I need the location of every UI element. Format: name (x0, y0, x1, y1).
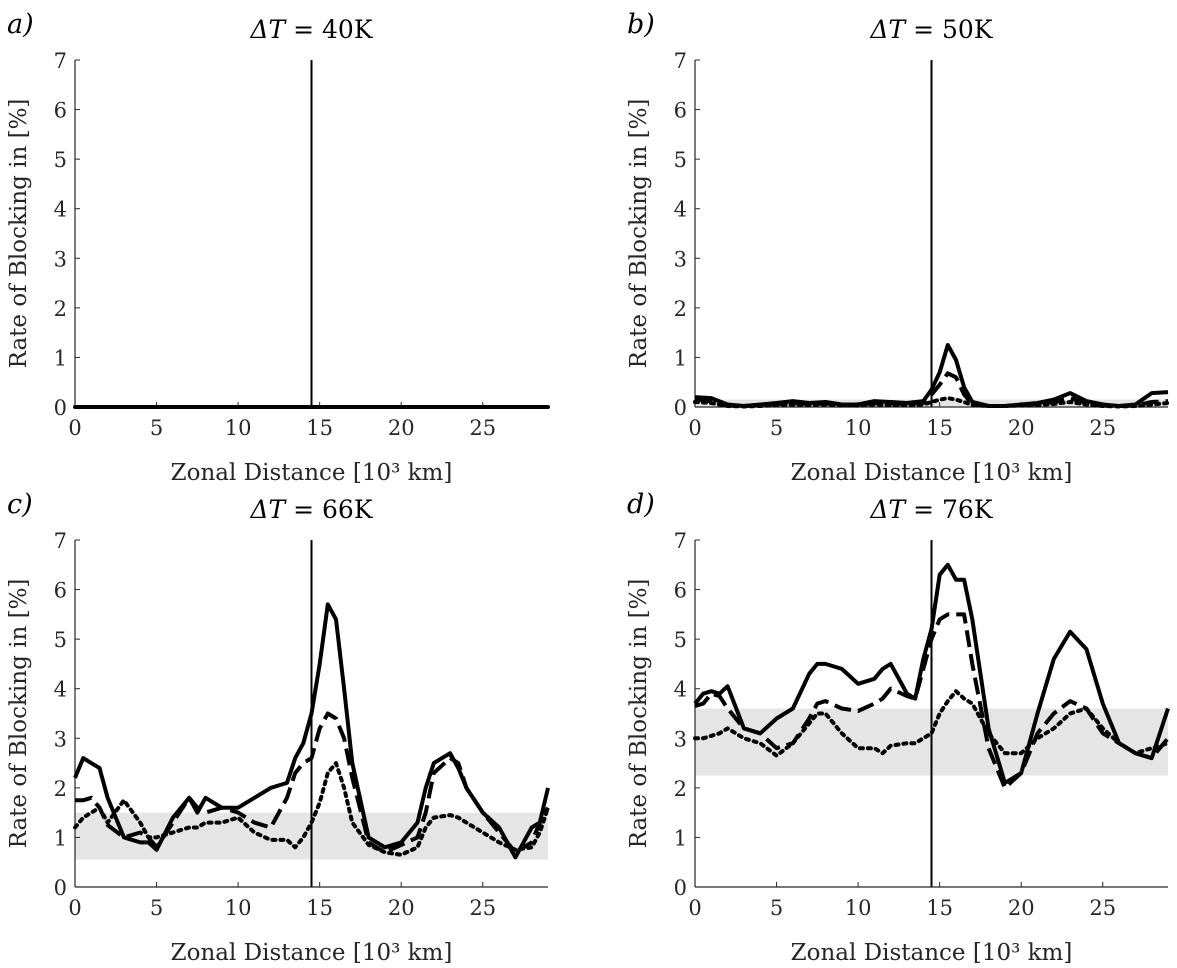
title-equals: = (905, 495, 942, 524)
x-tick-label: 20 (388, 896, 415, 920)
title-value: 76K (942, 495, 994, 524)
y-axis-label: Rate of Blocking in [%] (626, 99, 652, 369)
x-tick-label: 0 (688, 416, 701, 440)
y-tick-label: 1 (54, 826, 67, 850)
y-tick-label: 4 (674, 198, 687, 222)
panel-label: c) (7, 489, 33, 520)
title-variable: ΔT (869, 15, 907, 44)
y-tick-label: 1 (674, 826, 687, 850)
y-tick-label: 3 (54, 727, 67, 751)
x-tick-label: 15 (306, 896, 333, 920)
x-tick-label: 15 (926, 896, 953, 920)
y-tick-label: 1 (54, 346, 67, 370)
y-tick-label: 2 (54, 777, 67, 801)
y-tick-label: 5 (674, 628, 687, 652)
title-value: 66K (322, 495, 374, 524)
x-tick-label: 5 (150, 896, 163, 920)
x-tick-label: 15 (306, 416, 333, 440)
y-tick-label: 6 (674, 99, 687, 123)
chart-title: ΔT = 66K (249, 495, 373, 524)
x-tick-label: 25 (1089, 896, 1116, 920)
y-tick-label: 7 (674, 49, 687, 73)
y-tick-label: 1 (674, 346, 687, 370)
title-equals: = (285, 495, 322, 524)
y-tick-label: 3 (674, 247, 687, 271)
chart-panel-b: 0 1 2 3 4 5 6 7 0 5 10 15 20 25 b) ΔT = 50K Zonal Distan… (626, 9, 1170, 486)
title-equals: = (905, 15, 942, 44)
y-tick-label: 2 (674, 777, 687, 801)
y-tick-label: 3 (674, 727, 687, 751)
x-tick-label: 0 (68, 416, 81, 440)
panel-label: a) (7, 9, 34, 40)
panel-label: b) (627, 9, 655, 40)
x-axis-label: Zonal Distance [10³ km] (171, 940, 453, 966)
y-tick-label: 6 (54, 579, 67, 603)
x-tick-label: 20 (1008, 896, 1035, 920)
chart-panel-c: 0 1 2 3 4 5 6 7 0 5 10 15 20 25 c) ΔT = 66K Zonal Distan… (6, 489, 550, 966)
chart-panel-a: 0 1 2 3 4 5 6 7 0 5 10 15 20 25 a) ΔT = 40K Zonal Distan… (6, 9, 550, 486)
title-value: 40K (322, 15, 374, 44)
series-line-dotted (73, 761, 550, 857)
chart-title: ΔT = 76K (869, 495, 993, 524)
series-line-dotted (693, 689, 1170, 758)
y-tick-label: 4 (674, 678, 687, 702)
x-tick-label: 0 (688, 896, 701, 920)
x-tick-label: 15 (926, 416, 953, 440)
x-tick-label: 20 (388, 416, 415, 440)
chart-panel-d: 0 1 2 3 4 5 6 7 0 5 10 15 20 25 d) ΔT = 76K Zonal Distan… (626, 489, 1170, 966)
y-tick-label: 5 (54, 148, 67, 172)
series-line-dashed (694, 612, 1170, 790)
series-line-solid (73, 602, 550, 860)
x-tick-label: 10 (845, 896, 872, 920)
title-variable: ΔT (249, 495, 287, 524)
x-tick-label: 5 (770, 416, 783, 440)
title-equals: = (285, 15, 322, 44)
y-tick-label: 5 (54, 628, 67, 652)
x-axis-label: Zonal Distance [10³ km] (791, 460, 1073, 486)
y-tick-label: 0 (54, 396, 67, 420)
x-axis-label: Zonal Distance [10³ km] (791, 940, 1073, 966)
x-tick-label: 10 (225, 416, 252, 440)
y-tick-label: 5 (674, 148, 687, 172)
x-tick-label: 5 (770, 896, 783, 920)
x-tick-label: 25 (469, 416, 496, 440)
y-tick-label: 2 (674, 297, 687, 321)
y-tick-label: 0 (54, 876, 67, 900)
y-tick-label: 6 (674, 579, 687, 603)
x-tick-label: 10 (845, 416, 872, 440)
y-axis-label: Rate of Blocking in [%] (626, 579, 652, 849)
y-tick-label: 4 (54, 678, 67, 702)
y-axis-label: Rate of Blocking in [%] (6, 99, 32, 369)
y-tick-label: 7 (674, 529, 687, 553)
y-tick-label: 6 (54, 99, 67, 123)
series-line-dashed (75, 711, 550, 855)
x-tick-label: 20 (1008, 416, 1035, 440)
chart-title: ΔT = 50K (869, 15, 993, 44)
title-variable: ΔT (249, 15, 287, 44)
x-tick-label: 5 (150, 416, 163, 440)
title-variable: ΔT (869, 495, 907, 524)
y-axis-label: Rate of Blocking in [%] (6, 579, 32, 849)
y-tick-label: 7 (54, 49, 67, 73)
x-tick-label: 25 (1089, 416, 1116, 440)
panel-label: d) (627, 489, 655, 520)
title-value: 50K (942, 15, 994, 44)
y-tick-label: 0 (674, 876, 687, 900)
series-line-dotted (693, 396, 1170, 409)
y-tick-label: 3 (54, 247, 67, 271)
x-tick-label: 0 (68, 896, 81, 920)
x-tick-label: 25 (469, 896, 496, 920)
y-tick-label: 7 (54, 529, 67, 553)
chart-title: ΔT = 40K (249, 15, 373, 44)
y-tick-label: 4 (54, 198, 67, 222)
x-axis-label: Zonal Distance [10³ km] (171, 460, 453, 486)
x-tick-label: 10 (225, 896, 252, 920)
y-tick-label: 2 (54, 297, 67, 321)
y-tick-label: 0 (674, 396, 687, 420)
